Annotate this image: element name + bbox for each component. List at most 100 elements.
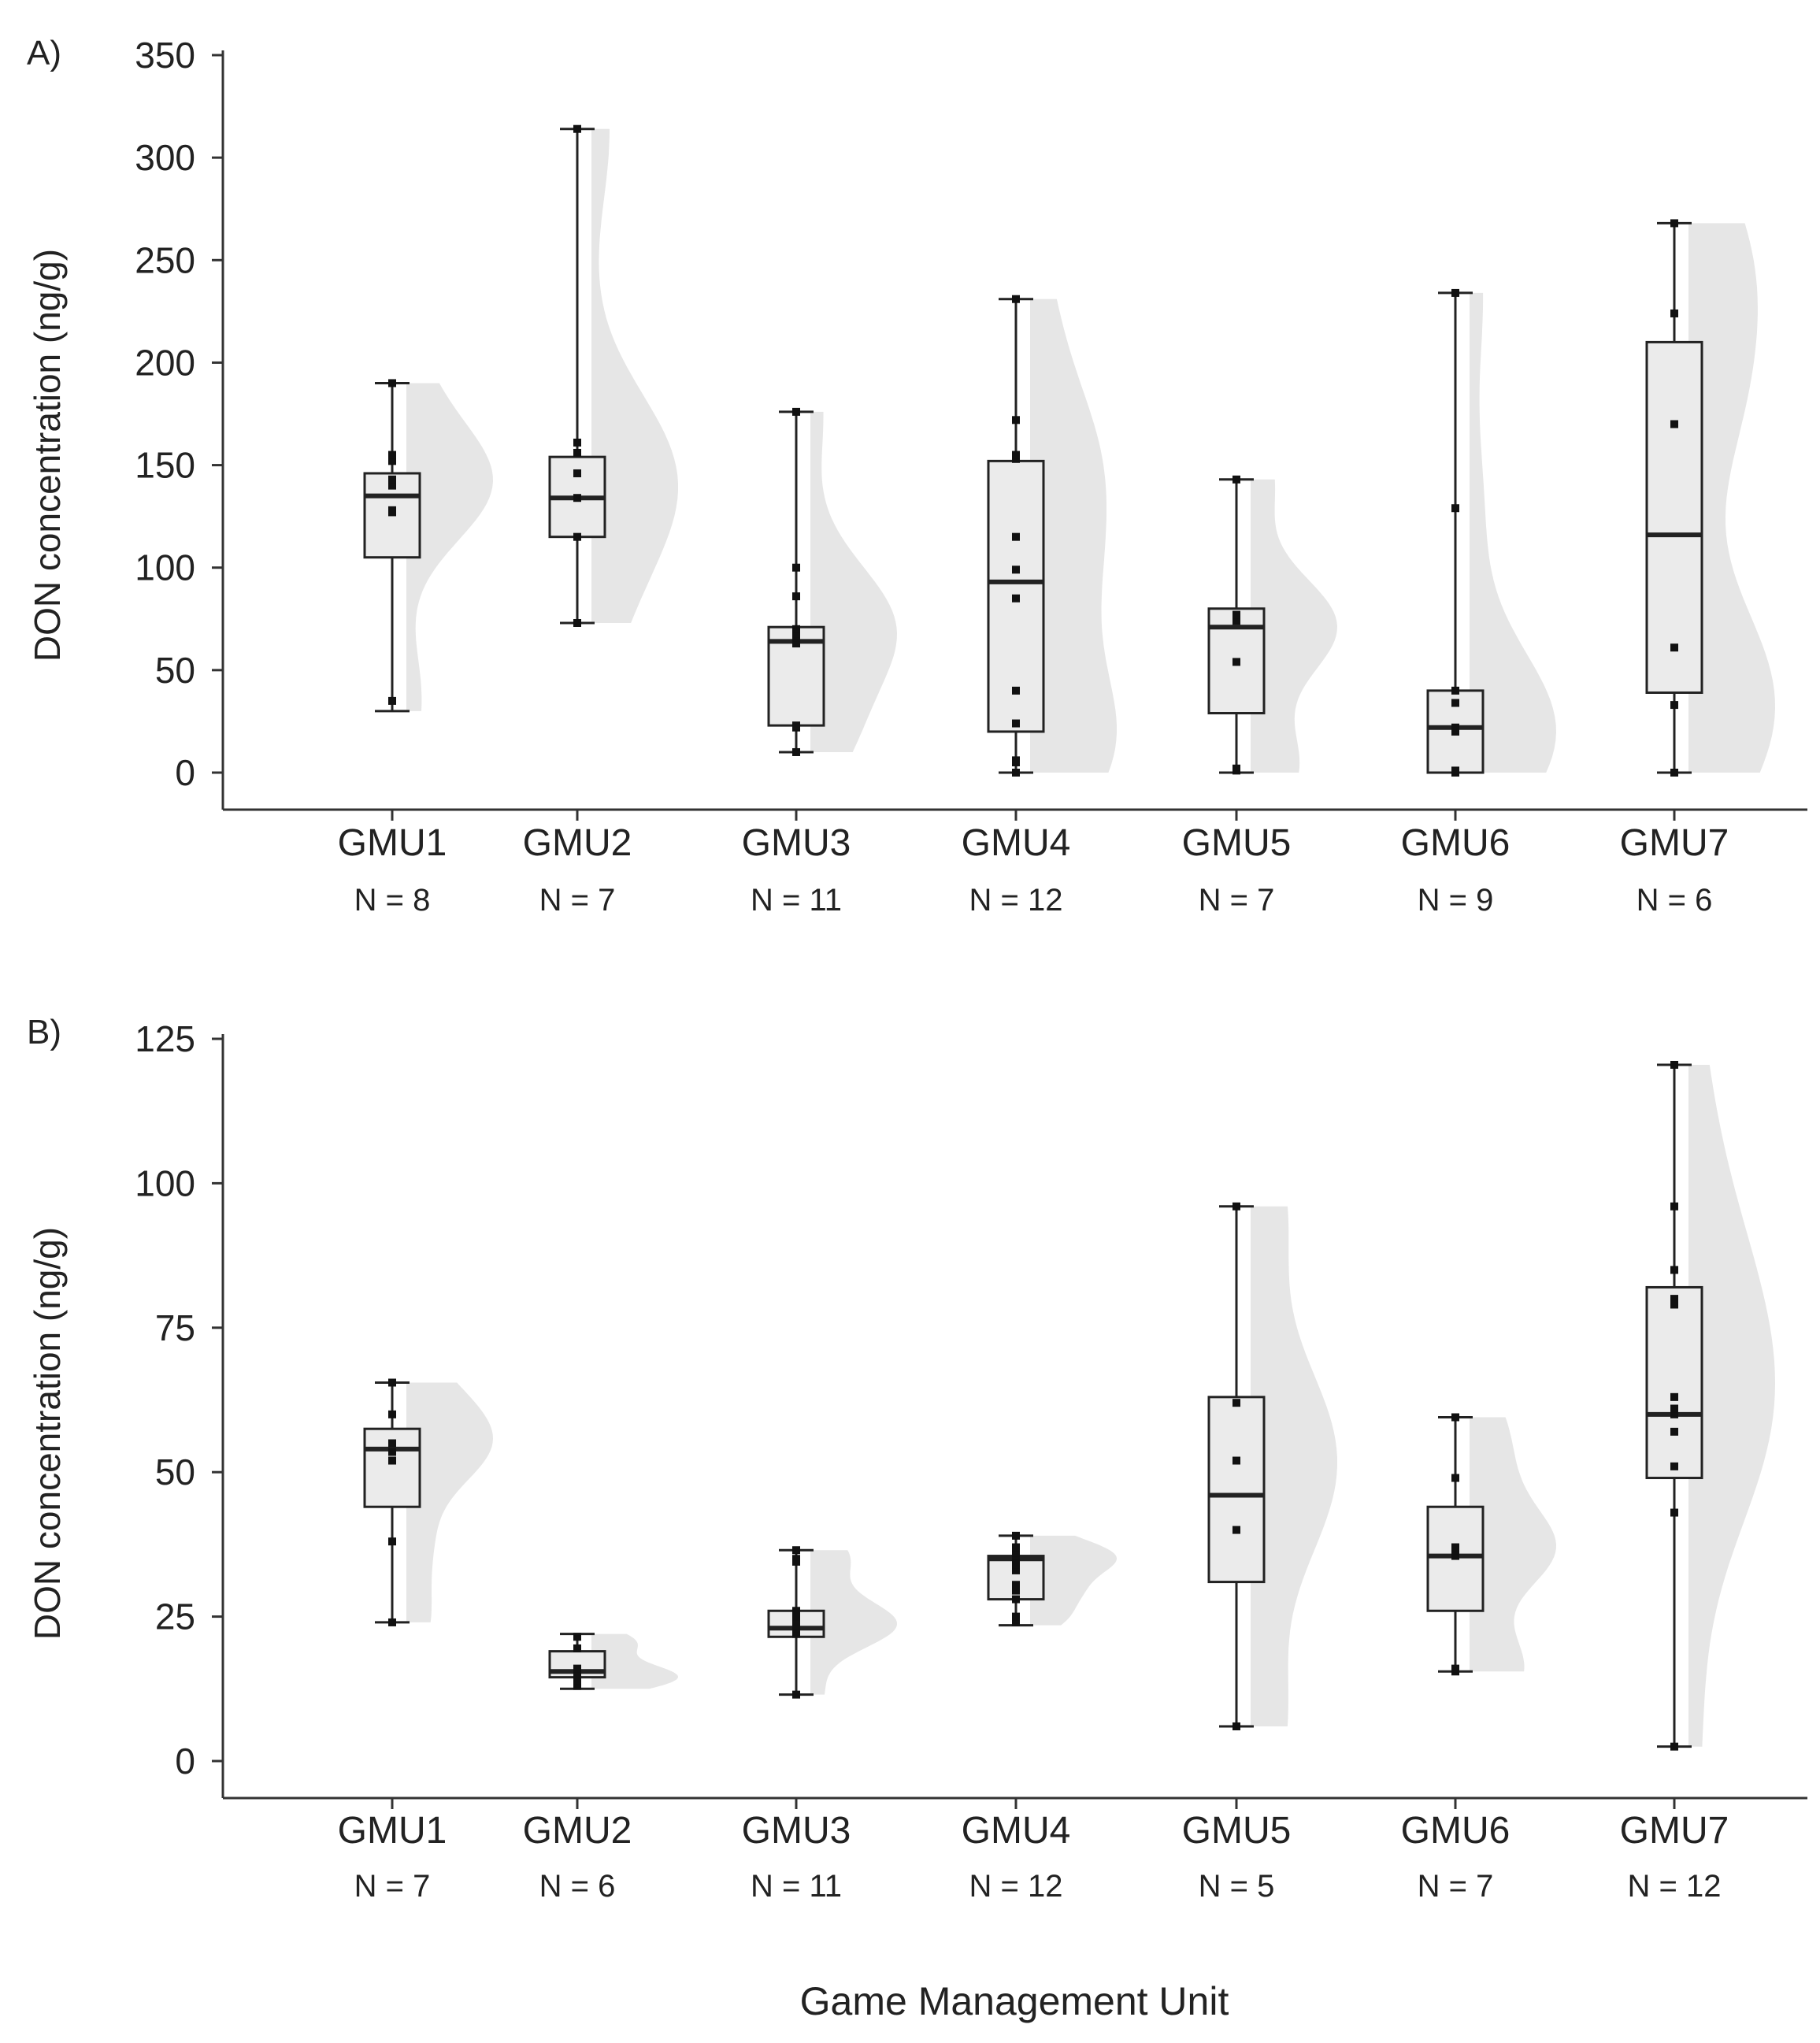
data-point (1670, 1295, 1678, 1303)
panel-b-label: B) (27, 1013, 61, 1051)
sample-size-label: N = 6 (1637, 883, 1713, 918)
data-point (792, 407, 800, 416)
sample-size-label: N = 7 (354, 1869, 431, 1904)
data-point (1451, 1413, 1459, 1422)
category-label: GMU7 (1620, 1810, 1729, 1852)
data-point (388, 1537, 396, 1546)
data-point (1670, 309, 1678, 317)
data-point (1451, 686, 1459, 695)
data-point (1012, 1566, 1020, 1574)
data-point (1670, 769, 1678, 777)
data-point (1670, 1300, 1678, 1309)
data-point (388, 481, 396, 490)
sample-size-label: N = 7 (539, 883, 616, 918)
data-point (1670, 219, 1678, 228)
panel-b: B) DON concentration (ng/g) 0 25 50 75 100 12… (27, 1013, 1807, 1904)
data-point (573, 1681, 581, 1690)
data-point (1012, 295, 1020, 303)
data-point (1012, 1618, 1020, 1626)
iqr-box (1207, 1396, 1266, 1584)
data-point (1232, 1399, 1240, 1407)
sample-size-label: N = 6 (539, 1869, 616, 1904)
data-point (1012, 1595, 1020, 1604)
data-point (1012, 565, 1020, 574)
category-label: GMU4 (962, 822, 1071, 864)
data-point (1012, 1581, 1020, 1589)
data-point (1670, 1427, 1678, 1436)
data-point (1012, 1560, 1020, 1569)
panel-a-label: A) (27, 34, 61, 72)
data-point (1232, 1456, 1240, 1465)
data-point (1012, 719, 1020, 728)
data-point (792, 1555, 800, 1563)
data-point (1012, 1548, 1020, 1557)
density-half-violin (810, 411, 897, 752)
data-point (1232, 1202, 1240, 1211)
data-point (1012, 454, 1020, 463)
data-point (792, 1612, 800, 1621)
category-label: GMU2 (523, 1810, 632, 1852)
density-half-violin (1688, 223, 1775, 773)
data-point (388, 506, 396, 514)
data-point (1232, 1722, 1240, 1730)
data-point (1670, 1742, 1678, 1751)
data-point (388, 696, 396, 705)
x-axis-title: Game Management Unit (800, 1979, 1229, 2023)
data-point (792, 1690, 800, 1699)
category-label: GMU3 (742, 1810, 851, 1852)
data-point (792, 629, 800, 638)
category-label: GMU4 (962, 1810, 1071, 1852)
data-point (1012, 1531, 1020, 1540)
data-point (388, 379, 396, 387)
sample-size-label: N = 5 (1199, 1869, 1275, 1904)
data-point (573, 1670, 581, 1678)
data-point (388, 1618, 396, 1626)
data-point (388, 1456, 396, 1465)
category-label: GMU3 (742, 822, 851, 864)
y-tick-label: 250 (135, 239, 195, 280)
data-point (573, 469, 581, 477)
density-half-violin (1470, 292, 1556, 773)
density-half-violin (1688, 1065, 1775, 1747)
y-tick-label: 200 (135, 342, 195, 383)
data-point (1232, 1526, 1240, 1534)
data-point (792, 1607, 800, 1615)
data-point (1670, 1462, 1678, 1470)
data-point (1012, 1612, 1020, 1621)
data-point (1451, 723, 1459, 732)
data-point (573, 532, 581, 541)
density-half-violin (406, 1382, 493, 1622)
data-point (1451, 288, 1459, 297)
density-half-violin (1030, 298, 1117, 773)
sample-size-label: N = 12 (969, 1869, 1063, 1904)
data-point (792, 563, 800, 572)
density-half-violin (1030, 1535, 1117, 1626)
data-point (1451, 1543, 1459, 1552)
data-point (1670, 701, 1678, 710)
data-point (1232, 475, 1240, 484)
data-point (573, 1644, 581, 1652)
y-tick-label: 125 (135, 1018, 195, 1059)
data-point (388, 457, 396, 465)
data-point (1451, 1474, 1459, 1482)
y-tick-label: 75 (155, 1307, 195, 1348)
data-point (573, 618, 581, 627)
category-label: GMU5 (1182, 822, 1292, 864)
density-half-violin (1251, 1206, 1337, 1726)
data-point (1232, 617, 1240, 625)
panel-a-y-axis-title: DON concentration (ng/g) (27, 249, 68, 662)
panel-b-y-axis-title: DON concentration (ng/g) (27, 1227, 68, 1640)
y-tick-label: 0 (175, 1741, 195, 1782)
data-point (1670, 1410, 1678, 1418)
category-label: GMU6 (1401, 1810, 1510, 1852)
density-half-violin (1470, 1417, 1556, 1672)
data-point (1451, 1664, 1459, 1673)
data-point (1451, 504, 1459, 513)
iqr-box (1645, 1285, 1703, 1480)
density-half-violin (591, 1633, 678, 1689)
data-point (1232, 658, 1240, 666)
data-point (1012, 769, 1020, 777)
y-tick-label: 100 (135, 547, 195, 588)
data-point (573, 1664, 581, 1673)
